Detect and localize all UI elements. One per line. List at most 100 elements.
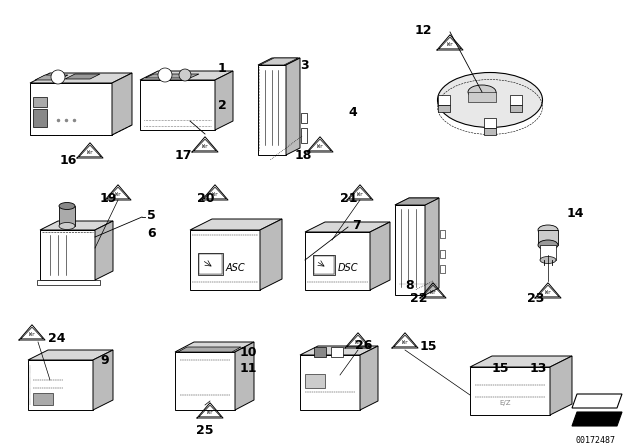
Bar [305,374,325,388]
Text: 19: 19 [100,191,117,204]
Text: Wr: Wr [357,193,363,198]
Bar [301,113,307,123]
Bar [484,128,496,135]
Polygon shape [145,74,199,78]
Polygon shape [28,360,93,410]
Circle shape [179,69,191,81]
Text: 12: 12 [415,23,433,36]
Polygon shape [215,71,233,130]
Bar [438,95,450,105]
Bar [440,265,445,273]
Text: 15: 15 [492,362,509,375]
Bar [540,245,556,260]
Text: 1: 1 [218,61,227,74]
Bar [510,105,522,112]
Ellipse shape [59,202,75,210]
Polygon shape [300,355,360,410]
Text: 15: 15 [420,340,438,353]
Bar [510,95,522,105]
Polygon shape [305,232,370,290]
Polygon shape [235,342,254,410]
Text: 13: 13 [530,362,547,375]
Polygon shape [572,412,622,426]
Text: Wr: Wr [355,340,361,345]
Text: 16: 16 [60,154,77,167]
Bar [59,206,75,226]
Text: 3: 3 [300,59,308,72]
Ellipse shape [540,257,556,263]
Polygon shape [550,356,572,415]
Ellipse shape [438,73,543,128]
Bar [313,255,335,275]
Polygon shape [300,346,378,355]
Polygon shape [140,80,215,130]
Text: Wr: Wr [212,193,218,198]
Text: 6: 6 [147,227,156,240]
Polygon shape [35,75,68,80]
Ellipse shape [538,240,558,250]
Polygon shape [258,58,300,65]
Text: Wr: Wr [207,410,213,415]
Polygon shape [260,58,298,65]
Text: Wr: Wr [447,43,453,47]
Ellipse shape [538,225,558,235]
Polygon shape [425,198,439,295]
Text: Wr: Wr [29,332,35,337]
Polygon shape [28,350,113,360]
Polygon shape [30,73,132,83]
Bar [314,347,326,357]
Ellipse shape [59,223,75,229]
Polygon shape [395,198,439,205]
Polygon shape [175,342,254,352]
Bar [37,280,100,285]
Polygon shape [370,222,390,290]
Bar [331,347,343,357]
Bar [468,92,496,102]
Text: Wr: Wr [115,193,121,198]
Text: Wr: Wr [202,144,208,150]
Text: Wr: Wr [317,144,323,150]
Polygon shape [175,352,235,410]
Bar [440,250,445,258]
Polygon shape [190,230,260,290]
Text: 5: 5 [147,208,156,221]
Text: Wr: Wr [430,290,436,295]
Bar [484,118,496,128]
Text: 11: 11 [240,362,257,375]
Text: 26: 26 [355,339,372,352]
Polygon shape [40,230,95,280]
Circle shape [51,70,65,84]
Polygon shape [470,367,550,415]
Bar [199,254,222,274]
Text: 22: 22 [410,292,428,305]
Text: 00172487: 00172487 [575,435,615,444]
Text: 10: 10 [240,345,257,358]
Polygon shape [258,65,286,155]
Text: 21: 21 [340,191,358,204]
Bar [438,105,450,112]
Bar [440,230,445,238]
Polygon shape [95,221,113,280]
Text: DSC: DSC [338,263,358,273]
Bar [198,253,223,275]
Text: 14: 14 [567,207,584,220]
Text: 17: 17 [175,148,193,161]
Text: 2: 2 [218,99,227,112]
Bar [314,256,334,274]
Text: 23: 23 [527,292,545,305]
Polygon shape [112,73,132,135]
Polygon shape [360,346,378,410]
Text: 7: 7 [352,219,361,232]
Polygon shape [65,74,100,79]
Polygon shape [572,394,622,408]
Polygon shape [305,222,390,232]
Text: 4: 4 [348,105,356,119]
Circle shape [158,68,172,82]
Text: Wr: Wr [402,340,408,345]
Polygon shape [190,219,282,230]
Bar [538,230,558,245]
Text: Wr: Wr [87,151,93,155]
Text: 18: 18 [295,148,312,161]
Bar [33,109,47,127]
Polygon shape [470,356,572,367]
